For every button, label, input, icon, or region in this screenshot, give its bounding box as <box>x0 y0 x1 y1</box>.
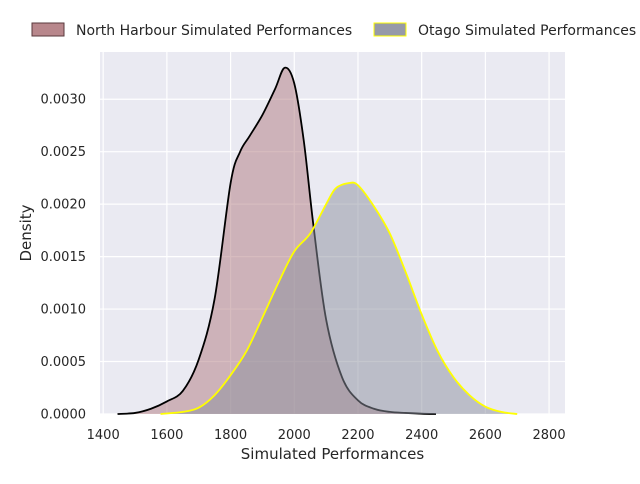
x-tick-label-2800: 2800 <box>533 428 566 443</box>
legend-swatch-0 <box>31 22 65 37</box>
legend-label-1: Otago Simulated Performances <box>418 23 636 39</box>
y-tick-label-0.0015: 0.0015 <box>41 250 87 265</box>
y-tick-label-0.0000: 0.0000 <box>41 408 87 423</box>
x-tick-label-1800: 1800 <box>214 428 247 443</box>
x-tick-label-1600: 1600 <box>150 428 183 443</box>
series-1-line <box>160 181 518 415</box>
y-tick-label-0.0005: 0.0005 <box>41 355 87 370</box>
x-tick-label-1400: 1400 <box>87 428 120 443</box>
x-axis-ticks: 1400 1600 1800 2000 2200 2400 2600 2800 <box>87 428 566 443</box>
series-0-area <box>117 67 437 415</box>
legend-swatch-1 <box>373 22 407 37</box>
series-1-area <box>160 182 518 414</box>
x-axis-label: Simulated Performances <box>241 445 425 463</box>
y-tick-label-0.0030: 0.0030 <box>41 93 87 108</box>
legend-label-0: North Harbour Simulated Performances <box>76 23 352 39</box>
x-tick-label-2400: 2400 <box>405 428 438 443</box>
y-axis-label: Density <box>17 204 35 261</box>
y-tick-label-0.0025: 0.0025 <box>41 145 87 160</box>
x-tick-label-2600: 2600 <box>469 428 502 443</box>
density-areas <box>117 66 518 415</box>
y-axis-ticks: 0.0000 0.0005 0.0010 0.0015 0.0020 0.0025 0.00… <box>41 93 87 423</box>
legend: North Harbour Simulated Performances Otag… <box>31 22 636 39</box>
y-tick-label-0.0020: 0.0020 <box>41 198 87 213</box>
y-tick-label-0.0010: 0.0010 <box>41 303 87 318</box>
x-tick-label-2000: 2000 <box>278 428 311 443</box>
x-tick-label-2200: 2200 <box>341 428 374 443</box>
